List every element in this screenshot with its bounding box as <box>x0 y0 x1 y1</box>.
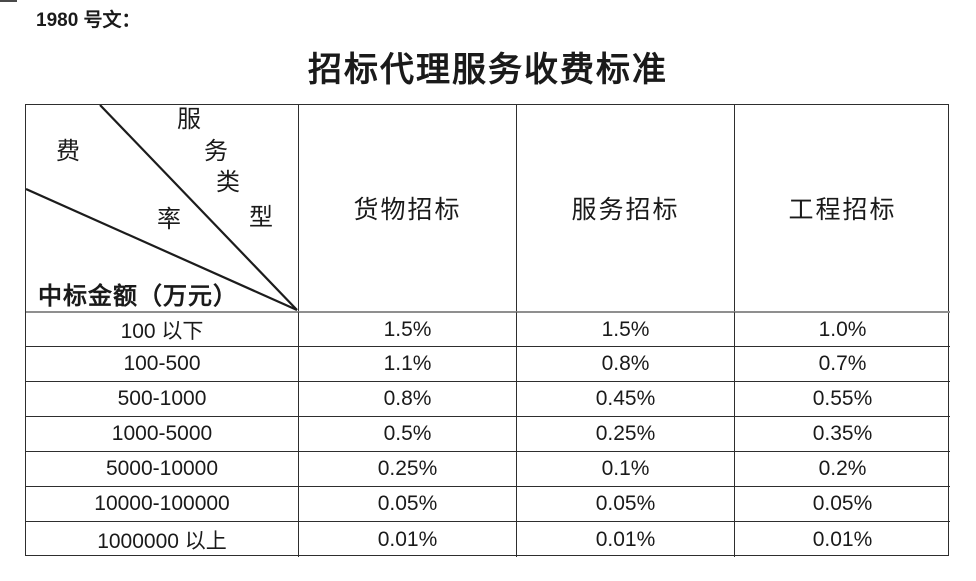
table-cell: 0.25% <box>298 451 516 486</box>
row-label: 100-500 <box>26 346 298 381</box>
table-cell: 1.5% <box>298 311 516 346</box>
column-header-service: 服务招标 <box>516 105 734 311</box>
table-cell: 0.01% <box>516 521 734 557</box>
corner-fee-char-1: 费 <box>56 139 80 165</box>
row-label: 1000000 以上 <box>26 521 298 557</box>
row-label: 100 以下 <box>26 311 298 346</box>
table-cell: 0.5% <box>298 416 516 451</box>
table-cell: 1.5% <box>516 311 734 346</box>
table-cell: 1.1% <box>298 346 516 381</box>
table-cell: 0.35% <box>734 416 950 451</box>
page-title: 招标代理服务收费标准 <box>308 52 668 89</box>
table-cell: 0.8% <box>298 381 516 416</box>
corner-type-char-4: 型 <box>249 205 273 231</box>
corner-amount-axis-label: 中标金额（万元） <box>38 284 238 310</box>
table-cell: 0.2% <box>734 451 950 486</box>
table-cell: 0.1% <box>516 451 734 486</box>
row-label: 10000-100000 <box>26 486 298 521</box>
table-cell: 0.05% <box>298 486 516 521</box>
corner-type-char-1: 服 <box>177 107 201 133</box>
table-cell: 1.0% <box>734 311 950 346</box>
table-cell: 0.01% <box>734 521 950 557</box>
table-cell: 0.55% <box>734 381 950 416</box>
column-header-goods: 货物招标 <box>298 105 516 311</box>
fee-standard-table: 费 率 服 务 类 型 中标金额（万元） 货物招标 服务招标 工程招标 100 … <box>25 104 950 557</box>
row-label: 1000-5000 <box>26 416 298 451</box>
corner-fee-char-2: 率 <box>157 207 181 233</box>
table-cell: 0.01% <box>298 521 516 557</box>
row-label: 5000-10000 <box>26 451 298 486</box>
table-cell: 0.05% <box>734 486 950 521</box>
table-cell: 0.7% <box>734 346 950 381</box>
column-header-engineering: 工程招标 <box>734 105 950 311</box>
page-corner-mark <box>0 0 17 2</box>
table-cell: 0.8% <box>516 346 734 381</box>
row-label: 500-1000 <box>26 381 298 416</box>
table-cell: 0.05% <box>516 486 734 521</box>
table-cell: 0.25% <box>516 416 734 451</box>
table-cell: 0.45% <box>516 381 734 416</box>
diagonal-split-lines <box>26 105 298 311</box>
doc-number-label: 1980 号文： <box>36 10 141 31</box>
diagonal-header-cell: 费 率 服 务 类 型 中标金额（万元） <box>26 105 298 311</box>
corner-type-char-3: 类 <box>216 170 240 196</box>
corner-type-char-2: 务 <box>204 139 228 165</box>
